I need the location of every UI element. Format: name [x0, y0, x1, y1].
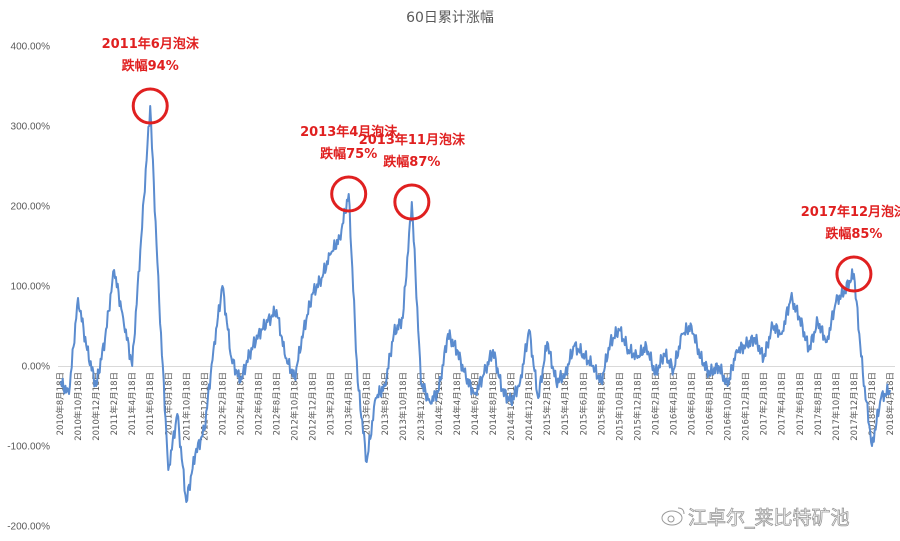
annotation-title: 2013年11月泡沫 — [359, 132, 466, 148]
x-tick-label: 2016年10月18日 — [723, 372, 734, 441]
y-tick-label: -100.00% — [7, 442, 50, 453]
x-tick-label: 2017年8月18日 — [813, 372, 824, 435]
y-tick-label: 400.00% — [11, 42, 51, 53]
x-tick-label: 2016年2月18日 — [650, 372, 661, 435]
x-tick-label: 2011年2月18日 — [109, 372, 120, 435]
x-axis: 2010年8月18日 2010年10月18日 2010年12月18日 2011年2月1… — [55, 372, 896, 441]
x-tick-label: 2017年2月18日 — [759, 372, 770, 435]
chart-title: 60日累计涨幅 — [406, 10, 494, 26]
x-tick-label: 2015年8月18日 — [596, 372, 607, 435]
y-tick-label: 100.00% — [11, 282, 51, 293]
y-tick-label: -200.00% — [7, 522, 50, 533]
x-tick-label: 2011年10月18日 — [181, 372, 192, 441]
x-tick-label: 2014年10月18日 — [506, 372, 517, 441]
x-tick-label: 2012年6月18日 — [253, 372, 264, 435]
x-tick-label: 2015年2月18日 — [542, 372, 553, 435]
x-tick-label: 2014年4月18日 — [452, 372, 463, 435]
annotation-drop: 跌幅94% — [122, 58, 179, 74]
x-tick-label: 2017年6月18日 — [795, 372, 806, 435]
annotation-title: 2013年4月泡沫 — [300, 124, 398, 140]
x-tick-label: 2012年10月18日 — [290, 372, 301, 441]
x-tick-label: 2018年4月18日 — [885, 372, 896, 435]
watermark: 江卓尔_莱比特矿池 — [661, 507, 850, 529]
y-tick-label: 0.00% — [22, 362, 50, 373]
annotation-title: 2011年6月泡沫 — [102, 36, 200, 52]
x-tick-label: 2013年12月18日 — [416, 372, 427, 441]
y-axis: -200.00% -100.00% 0.00% 100.00% 200.00% 300.0… — [7, 42, 50, 533]
x-tick-label: 2010年12月18日 — [91, 372, 102, 441]
x-tick-label: 2014年12月18日 — [524, 372, 535, 441]
x-tick-label: 2012年8月18日 — [272, 372, 283, 435]
peak-marker-circle — [131, 87, 169, 125]
series-line — [59, 105, 891, 503]
annotations: 2011年6月泡沫跌幅94%2013年4月泡沫跌幅75%2013年11月泡沫跌幅… — [102, 36, 900, 293]
x-tick-label: 2013年2月18日 — [326, 372, 337, 435]
peak-marker-circle — [835, 255, 873, 293]
annotation-title: 2017年12月泡沫 — [801, 204, 900, 220]
x-tick-label: 2015年4月18日 — [560, 372, 571, 435]
annotation-drop: 跌幅75% — [320, 146, 377, 162]
x-tick-label: 2012年2月18日 — [217, 372, 228, 435]
x-tick-label: 2011年4月18日 — [127, 372, 138, 435]
x-tick-label: 2010年10月18日 — [73, 372, 84, 441]
x-tick-label: 2015年10月18日 — [614, 372, 625, 441]
peak-marker-circle — [330, 175, 368, 213]
watermark-text: 江卓尔_莱比特矿池 — [688, 507, 850, 529]
peak-marker-circle — [393, 183, 431, 221]
x-tick-label: 2014年6月18日 — [470, 372, 481, 435]
y-tick-label: 200.00% — [11, 202, 51, 213]
annotation-drop: 跌幅85% — [825, 226, 882, 242]
x-tick-label: 2011年12月18日 — [199, 372, 210, 441]
x-tick-label: 2017年10月18日 — [831, 372, 842, 441]
weibo-icon — [661, 507, 685, 526]
y-tick-label: 300.00% — [11, 122, 51, 133]
x-tick-label: 2014年8月18日 — [488, 372, 499, 435]
x-tick-label: 2010年8月18日 — [55, 372, 66, 435]
x-tick-label: 2013年6月18日 — [362, 372, 373, 435]
x-tick-label: 2012年12月18日 — [308, 372, 319, 441]
x-tick-label: 2013年10月18日 — [398, 372, 409, 441]
x-tick-label: 2016年4月18日 — [668, 372, 679, 435]
x-tick-label: 2013年4月18日 — [344, 372, 355, 435]
x-tick-label: 2015年12月18日 — [632, 372, 643, 441]
x-tick-label: 2012年4月18日 — [235, 372, 246, 435]
annotation-drop: 跌幅87% — [383, 154, 440, 170]
x-tick-label: 2017年12月18日 — [849, 372, 860, 441]
x-tick-label: 2015年6月18日 — [578, 372, 589, 435]
x-tick-label: 2011年6月18日 — [145, 372, 156, 435]
x-tick-label: 2016年8月18日 — [705, 372, 716, 435]
x-tick-label: 2011年8月18日 — [163, 372, 174, 435]
x-tick-label: 2013年8月18日 — [380, 372, 391, 435]
x-tick-label: 2017年4月18日 — [777, 372, 788, 435]
x-tick-label: 2016年12月18日 — [741, 372, 752, 441]
x-tick-label: 2016年6月18日 — [687, 372, 698, 435]
x-tick-label: 2018年2月18日 — [867, 372, 878, 435]
x-tick-label: 2014年2月18日 — [434, 372, 445, 435]
